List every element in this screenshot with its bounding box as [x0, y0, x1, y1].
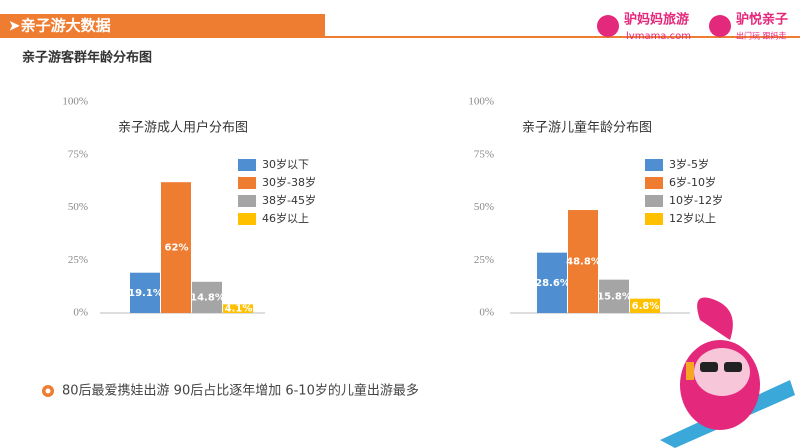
y-tick-label: 100%	[468, 96, 494, 108]
y-tick-label: 0%	[73, 307, 88, 319]
y-tick-label: 50%	[474, 201, 494, 213]
legend-swatch	[645, 213, 663, 225]
bar	[568, 210, 598, 313]
y-tick-label: 100%	[62, 96, 88, 108]
y-tick-label: 50%	[68, 201, 88, 213]
y-tick-label: 25%	[474, 254, 494, 266]
legend-swatch	[645, 177, 663, 189]
legend-label: 12岁以上	[669, 211, 716, 225]
legend-swatch	[238, 195, 256, 207]
value-label: 62%	[165, 243, 189, 254]
bar	[130, 272, 160, 313]
logo-lvyue: 驴悦亲子 出门玩 跟妈走	[709, 12, 788, 41]
logo-name: 驴悦亲子	[736, 12, 788, 28]
legend-label: 3岁-5岁	[669, 157, 709, 171]
legend-label: 30岁-38岁	[262, 175, 316, 189]
value-label: 28.6%	[535, 278, 570, 289]
value-label: 4.1%	[225, 304, 253, 315]
header-bar	[0, 14, 325, 38]
logo-tagline: 出门玩 跟妈走	[736, 31, 787, 41]
legend-swatch	[238, 159, 256, 171]
value-label: 19.1%	[128, 288, 163, 299]
chart-title: 亲子游成人用户分布图	[118, 120, 248, 136]
legend-swatch	[238, 213, 256, 225]
bullet-dot	[45, 388, 51, 394]
legend-label: 6岁-10岁	[669, 175, 716, 189]
value-label: 15.8%	[597, 291, 632, 302]
y-tick-label: 0%	[479, 307, 494, 319]
logo-icon	[709, 15, 731, 37]
legend-label: 10岁-12岁	[669, 193, 723, 207]
value-label: 6.8%	[632, 301, 660, 312]
legend-label: 38岁-45岁	[262, 193, 316, 207]
value-label: 48.8%	[566, 257, 601, 268]
logo-lvmama: 驴妈妈旅游 lvmama.com	[597, 12, 691, 42]
y-tick-label: 25%	[68, 254, 88, 266]
legend-swatch	[645, 159, 663, 171]
legend-label: 30岁以下	[262, 157, 309, 171]
legend-label: 46岁以上	[262, 211, 309, 225]
chart-title: 亲子游儿童年龄分布图	[522, 120, 652, 136]
bar	[161, 182, 191, 313]
legend-swatch	[238, 177, 256, 189]
logo-icon	[597, 15, 619, 37]
header-title: ➤亲子游大数据	[8, 17, 111, 35]
subtitle: 亲子游客群年龄分布图	[22, 50, 152, 66]
mascot	[660, 297, 795, 448]
logo-url: lvmama.com	[626, 31, 691, 42]
y-tick-label: 75%	[474, 148, 494, 160]
bar	[630, 298, 660, 313]
bar	[223, 304, 253, 313]
logo-name: 驴妈妈旅游	[624, 12, 689, 28]
bar	[192, 281, 222, 313]
y-tick-label: 75%	[68, 148, 88, 160]
bar	[537, 252, 567, 313]
legend-swatch	[645, 195, 663, 207]
value-label: 14.8%	[190, 292, 225, 303]
footer-note: 80后最爱携娃出游 90后占比逐年增加 6-10岁的儿童出游最多	[62, 383, 419, 399]
bar	[599, 279, 629, 313]
